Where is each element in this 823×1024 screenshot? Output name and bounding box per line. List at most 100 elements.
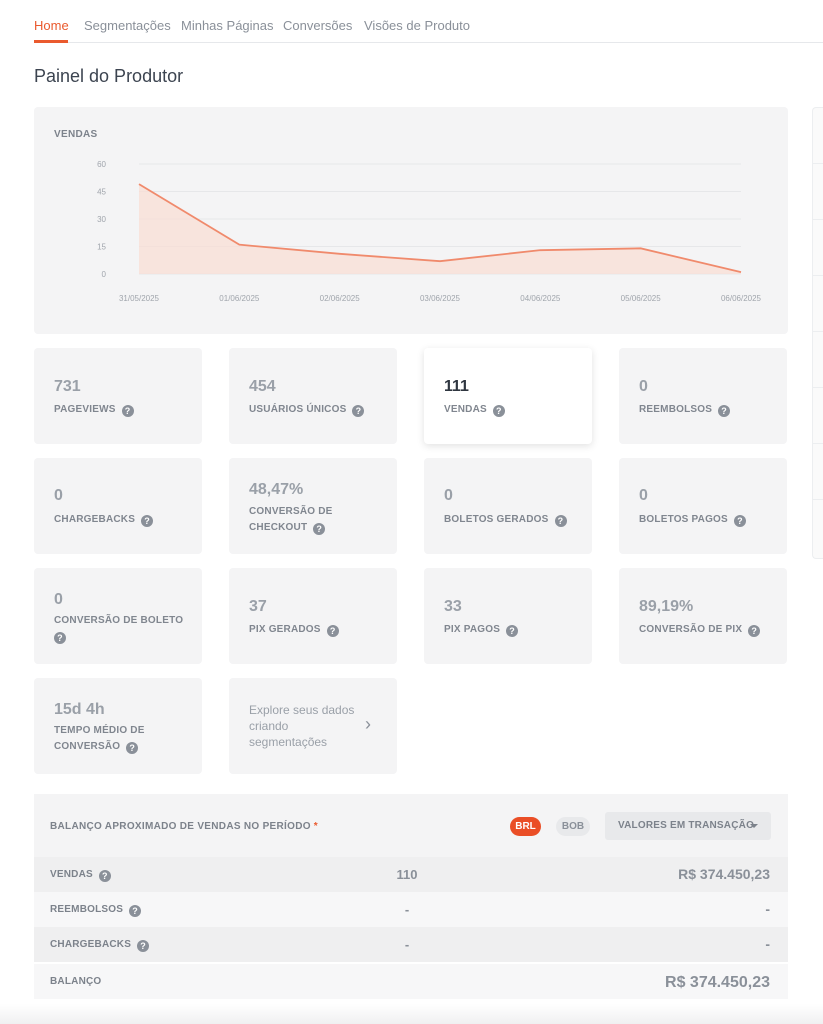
- stat-value: 37: [249, 598, 267, 615]
- stat-reembolsos: 0 REEMBOLSOS?: [619, 348, 787, 444]
- currency-brl-button[interactable]: BRL: [510, 817, 541, 836]
- stat-label: PAGEVIEWS: [54, 404, 116, 415]
- values-dropdown[interactable]: VALORES EM TRANSAÇÃO: [605, 812, 771, 840]
- help-icon[interactable]: ?: [98, 870, 111, 882]
- stat-conversao-boleto: 0 CONVERSÃO DE BOLETO?: [34, 568, 202, 664]
- stat-conversao-pix: 89,19% CONVERSÃO DE PIX?: [619, 568, 787, 664]
- stat-label: PIX PAGOS: [444, 624, 501, 635]
- help-icon[interactable]: ?: [554, 515, 567, 527]
- help-icon[interactable]: ?: [506, 625, 519, 637]
- stat-label: REEMBOLSOS: [639, 404, 713, 415]
- help-icon[interactable]: ?: [326, 625, 339, 637]
- x-tick-label: 03/06/2025: [420, 294, 461, 303]
- stat-label: TEMPO MÉDIO DE: [54, 725, 145, 736]
- tab-segmentacoes[interactable]: Segmentações: [84, 18, 171, 33]
- currency-bob-button[interactable]: BOB: [556, 817, 590, 836]
- active-tab-indicator: [34, 40, 68, 43]
- required-asterisk: *: [313, 821, 318, 832]
- help-icon[interactable]: ?: [141, 515, 154, 527]
- chevron-right-icon: ›: [365, 714, 371, 734]
- sales-chart-card: VENDAS 0 15 30 45 60 31/05/2025 01/06/2025 02/0…: [34, 107, 788, 334]
- help-icon[interactable]: ?: [748, 625, 761, 637]
- x-tick-label: 05/06/2025: [621, 294, 662, 303]
- x-tick-label: 02/06/2025: [320, 294, 361, 303]
- stat-label-line2: CONVERSÃO: [54, 741, 121, 752]
- stat-value: 0: [444, 487, 453, 504]
- row-amount: -: [765, 936, 770, 952]
- series-area: [139, 184, 741, 274]
- stat-boletos-pagos: 0 BOLETOS PAGOS?: [619, 458, 787, 554]
- help-icon[interactable]: ?: [54, 632, 66, 644]
- y-tick-label: 0: [102, 270, 107, 279]
- stat-label: BOLETOS PAGOS: [639, 514, 728, 525]
- x-tick-label: 06/06/2025: [721, 294, 762, 303]
- chart-title: VENDAS: [54, 129, 98, 140]
- stat-value: 0: [639, 487, 648, 504]
- stat-value: 15d 4h: [54, 701, 105, 718]
- help-icon[interactable]: ?: [313, 523, 326, 535]
- tab-visoes-de-produto[interactable]: Visões de Produto: [364, 18, 470, 33]
- stat-label: CONVERSÃO DE BOLETO: [54, 615, 184, 626]
- balance-row-total: BALANÇO R$ 374.450,23: [34, 964, 788, 999]
- stat-vendas[interactable]: 111 VENDAS?: [424, 348, 592, 444]
- x-tick-label: 31/05/2025: [119, 294, 160, 303]
- stat-label: CHARGEBACKS: [54, 514, 136, 525]
- explore-segmentations-card[interactable]: Explore seus dados criando segmentações …: [229, 678, 397, 774]
- row-count: 110: [396, 867, 418, 882]
- row-count: -: [404, 902, 410, 917]
- x-tick-label: 01/06/2025: [219, 294, 260, 303]
- stat-label: PIX GERADOS: [249, 624, 321, 635]
- stat-pix-pagos: 33 PIX PAGOS?: [424, 568, 592, 664]
- stat-value: 731: [54, 378, 81, 395]
- row-amount: -: [765, 901, 770, 917]
- balance-row-chargebacks: CHARGEBACKS? - -: [34, 927, 788, 962]
- stat-label-line2: CHECKOUT: [249, 522, 308, 533]
- stat-label: CONVERSÃO DE PIX: [639, 624, 743, 635]
- row-label: VENDAS: [50, 869, 93, 880]
- help-icon[interactable]: ?: [126, 742, 139, 754]
- stat-label: VENDAS: [444, 404, 487, 415]
- stat-usuarios-unicos: 454 USUÁRIOS ÚNICOS?: [229, 348, 397, 444]
- stat-label: BOLETOS GERADOS: [444, 514, 549, 525]
- help-icon[interactable]: ?: [129, 905, 142, 917]
- y-tick-label: 15: [97, 243, 106, 252]
- values-dropdown-label: VALORES EM TRANSAÇÃO: [618, 820, 755, 831]
- stat-value: 89,19%: [639, 598, 694, 615]
- balance-row-vendas: VENDAS? 110 R$ 374.450,23: [34, 857, 788, 892]
- row-amount: R$ 374.450,23: [678, 866, 770, 882]
- help-icon[interactable]: ?: [492, 405, 505, 417]
- stat-pix-gerados: 37 PIX GERADOS?: [229, 568, 397, 664]
- y-tick-label: 30: [97, 215, 106, 224]
- stat-chargebacks: 0 CHARGEBACKS?: [34, 458, 202, 554]
- x-tick-label: 04/06/2025: [520, 294, 561, 303]
- help-icon[interactable]: ?: [718, 405, 731, 417]
- side-panel-edge: [812, 107, 823, 559]
- row-amount: R$ 374.450,23: [665, 974, 770, 991]
- row-label: REEMBOLSOS: [50, 904, 124, 915]
- tab-conversoes[interactable]: Conversões: [283, 18, 353, 33]
- balance-header: BALANÇO APROXIMADO DE VENDAS NO PERÍODO *…: [34, 794, 788, 857]
- y-tick-label: 60: [97, 160, 106, 169]
- bottom-fade: [0, 1004, 823, 1024]
- row-label: CHARGEBACKS: [50, 939, 132, 950]
- stat-value: 33: [444, 598, 462, 615]
- stat-value: 454: [249, 378, 276, 395]
- stat-value: 0: [54, 591, 63, 608]
- tab-minhas-paginas[interactable]: Minhas Páginas: [181, 18, 274, 33]
- stat-label: CONVERSÃO DE: [249, 506, 333, 517]
- caret-down-icon: [750, 824, 758, 828]
- stat-conversao-checkout: 48,47% CONVERSÃO DE CHECKOUT?: [229, 458, 397, 554]
- help-icon[interactable]: ?: [121, 405, 134, 417]
- balance-row-reembolsos: REEMBOLSOS? - -: [34, 892, 788, 927]
- stat-pageviews: 731 PAGEVIEWS?: [34, 348, 202, 444]
- y-tick-label: 45: [97, 188, 106, 197]
- help-icon[interactable]: ?: [733, 515, 746, 527]
- tab-home[interactable]: Home: [34, 18, 69, 33]
- stat-label: USUÁRIOS ÚNICOS: [249, 404, 347, 415]
- top-nav: Home Segmentações Minhas Páginas Convers…: [34, 0, 823, 43]
- stat-tempo-medio-conversao: 15d 4h TEMPO MÉDIO DE CONVERSÃO?: [34, 678, 202, 774]
- help-icon[interactable]: ?: [352, 405, 365, 417]
- stat-value: 111: [444, 378, 469, 395]
- row-count: -: [404, 937, 410, 952]
- help-icon[interactable]: ?: [137, 940, 150, 952]
